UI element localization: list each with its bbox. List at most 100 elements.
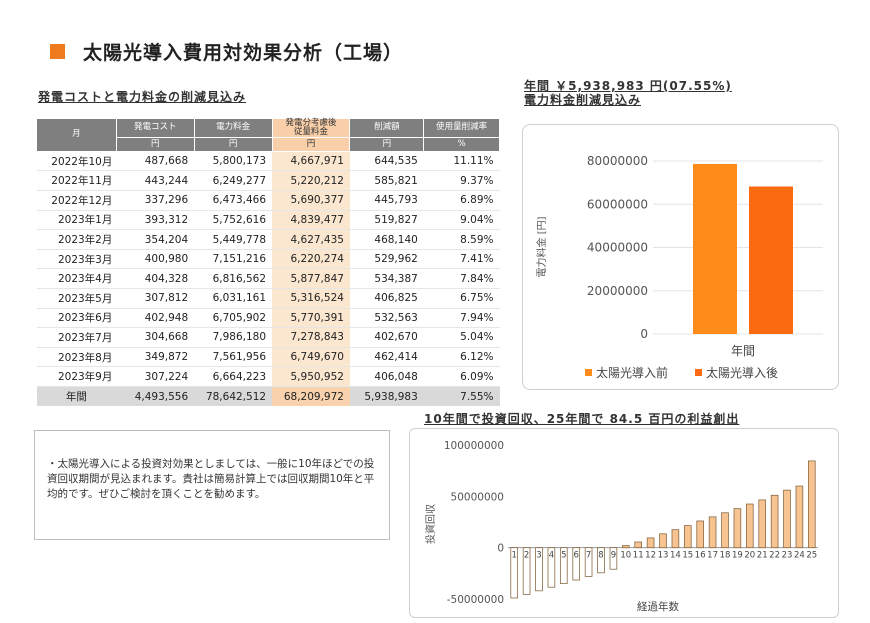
note-text: ・太陽光導入による投資対効果としましては、一般に10年ほどでの投資回収期間が見込… <box>47 458 375 500</box>
cost-table: 月 発電コスト 電力料金 発電分考慮後 従量料金 削減額 使用量削減率 円 円 … <box>36 118 500 407</box>
cell-value: 534,387 <box>349 268 424 289</box>
cell-value: 6,249,277 <box>194 170 273 192</box>
x-tick-label: 7 <box>586 551 591 561</box>
bar-before <box>693 163 737 334</box>
cell-value: 585,821 <box>349 170 424 192</box>
cell-value: 7,561,956 <box>194 347 273 368</box>
cell-month: 2023年4月 <box>36 268 117 289</box>
cell-value: 406,825 <box>349 288 424 309</box>
cell-value: 307,812 <box>116 288 195 309</box>
y-tick-label: 100000000 <box>444 440 504 452</box>
cell-value: 7.41% <box>423 249 500 270</box>
x-tick-label: 19 <box>732 551 743 561</box>
cell-value: 6,816,562 <box>194 268 273 289</box>
payback-bar <box>535 547 543 592</box>
cell-month: 2022年10月 <box>36 151 117 172</box>
cell-month: 2023年6月 <box>36 308 117 329</box>
cell-value: 6.12% <box>423 347 500 368</box>
cell-value: 393,312 <box>116 210 195 231</box>
cell-value: 6.75% <box>423 288 500 309</box>
table-section-title: 発電コストと電力料金の削減見込み <box>38 90 247 104</box>
cell-value: 349,872 <box>116 347 195 368</box>
legend-swatch <box>585 369 592 376</box>
header-reduction-rate: 使用量削減率 <box>423 118 500 138</box>
title-area: 太陽光導入費用対効果分析（工場） <box>50 38 403 65</box>
x-tick-label: 2 <box>524 551 529 561</box>
cell-value: 5,800,173 <box>194 151 273 172</box>
cell-value: 462,414 <box>349 347 424 368</box>
cell-value: 307,224 <box>116 366 195 387</box>
title-marker <box>50 44 65 59</box>
x-tick-label: 10 <box>620 551 631 561</box>
payback-bar <box>634 541 643 549</box>
y-tick-label: 20000000 <box>587 284 648 298</box>
cell-value: 6,473,466 <box>194 190 273 211</box>
cell-value: 532,563 <box>349 308 424 329</box>
cell-value: 6,220,274 <box>272 249 350 270</box>
payback-bar <box>559 547 568 584</box>
x-tick-label: 17 <box>707 551 718 561</box>
y-tick-label: 0 <box>497 543 504 555</box>
table-row: 2023年5月 307,812 6,031,161 5,316,524 406,825 6… <box>36 288 500 309</box>
note-box: ・太陽光導入による投資対効果としましては、一般に10年ほどでの投資回収期間が見込… <box>34 430 390 540</box>
table-row: 2023年2月 354,204 5,449,778 4,627,435 468,140 8… <box>36 229 500 250</box>
y-tick-label: -50000000 <box>447 594 504 606</box>
x-tick-label: 24 <box>794 551 805 561</box>
y-axis-label: 投資回収 <box>424 504 437 544</box>
cell-value: 7,151,216 <box>194 249 273 270</box>
cell-value: 5,770,391 <box>272 308 350 329</box>
cell-month: 2023年2月 <box>36 229 117 250</box>
cell-month: 2023年3月 <box>36 249 117 270</box>
cell-value: 5,950,952 <box>272 366 350 387</box>
x-tick-label: 15 <box>682 551 693 561</box>
y-tick-label: 0 <box>640 327 648 341</box>
cell-value: 9.37% <box>423 170 500 192</box>
cell-value: 5,220,212 <box>272 170 350 192</box>
cell-value: 6,749,670 <box>272 347 350 368</box>
unit-adjusted-fee: 円 <box>271 136 351 152</box>
table-row: 2023年1月 393,312 5,752,616 4,839,477 519,827 9… <box>36 210 500 231</box>
payback-bar <box>696 520 705 549</box>
table-row: 2022年11月 443,244 6,249,277 5,220,212 585,821… <box>36 170 500 192</box>
x-tick-label: 13 <box>658 551 669 561</box>
payback-chart-panel: -50000000 0 50000000 100000000 投資回収 1 2 3 4 5 6 7 8 9… <box>409 428 839 618</box>
x-tick-label: 8 <box>598 551 603 561</box>
x-tick-label: 25 <box>806 551 817 561</box>
table-row: 2023年4月 404,328 6,816,562 5,877,847 534,387 7… <box>36 268 500 289</box>
y-tick-label: 60000000 <box>587 197 648 211</box>
unit-gen-cost: 円 <box>115 136 195 152</box>
cell-value: 354,204 <box>116 229 195 250</box>
table-row: 2023年9月 307,224 6,664,223 5,950,952 406,048 6… <box>36 366 500 387</box>
table-row: 2023年6月 402,948 6,705,902 5,770,391 532,563 7… <box>36 308 500 329</box>
header-adjusted-fee: 発電分考慮後 従量料金 <box>271 118 351 138</box>
cell-value: 402,948 <box>116 308 195 329</box>
payback-bar <box>708 516 717 549</box>
payback-bar <box>783 489 791 549</box>
cell-value: 5.04% <box>423 327 500 348</box>
header-electricity-fee: 電力料金 <box>193 118 273 138</box>
cell-month: 2023年7月 <box>36 327 117 348</box>
table-row: 2023年7月 304,668 7,986,180 7,278,843 402,670 5… <box>36 327 500 348</box>
cell-value: 6,705,902 <box>194 308 273 329</box>
page-title: 太陽光導入費用対効果分析（工場） <box>83 42 404 64</box>
cell-month: 2023年8月 <box>36 347 117 368</box>
x-tick-label: 3 <box>536 551 541 561</box>
x-tick-label: 4 <box>549 551 554 561</box>
header-reduction: 削減額 <box>349 118 425 138</box>
cell-value: 443,244 <box>116 170 195 192</box>
x-tick-label: 12 <box>645 551 656 561</box>
cell-value: 6.09% <box>423 366 500 387</box>
cell-month: 2023年1月 <box>36 210 117 231</box>
x-tick-label: 11 <box>633 551 644 561</box>
x-tick-label: 6 <box>573 551 578 561</box>
cell-value: 5,877,847 <box>272 268 350 289</box>
cell-value: 337,296 <box>116 190 195 211</box>
payback-bar <box>770 494 779 549</box>
cell-value: 487,668 <box>116 151 195 172</box>
legend-swatch <box>695 369 702 376</box>
cell-value: 400,980 <box>116 249 195 270</box>
bar-chart: 0 20000000 40000000 60000000 80000000 電力料金 [円… <box>535 154 823 380</box>
cell-value: 529,962 <box>349 249 424 270</box>
x-tick-label: 16 <box>695 551 706 561</box>
